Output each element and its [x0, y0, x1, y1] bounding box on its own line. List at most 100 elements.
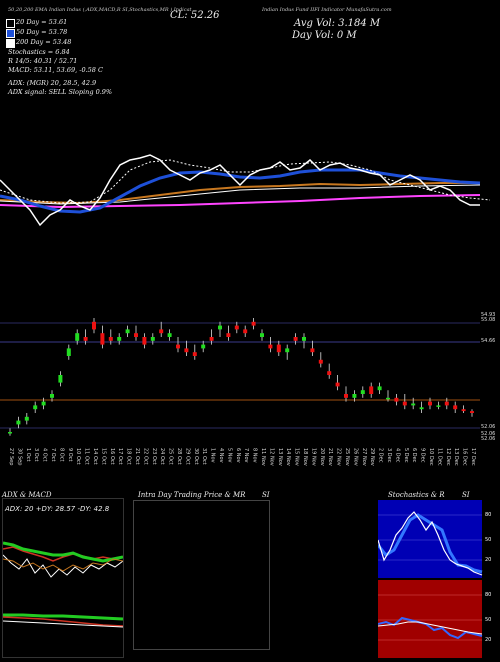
date-tick-label: 4 Oct — [42, 448, 48, 461]
price-label-bottom-1: 52.06 — [481, 431, 495, 437]
ema200-white-line — [0, 184, 481, 205]
date-tick-label: 12 Dec — [445, 448, 451, 466]
candle-down — [327, 371, 332, 375]
adx-values: ADX: 20 +DY: 28.57 -DY: 42.8 — [4, 505, 110, 513]
candle-up — [33, 405, 38, 410]
candle-down — [176, 344, 180, 349]
ema200-swatch — [6, 39, 15, 48]
day-volume: Day Vol: 0 M — [292, 30, 357, 41]
date-tick-label: 11 Nov — [260, 448, 266, 466]
main-chart: 54.93 55.08 54.66 52.06 52.06 52.06 27 S… — [0, 154, 495, 466]
chart-header-left: 50,20,200 EMA Indian Indus (,ADX,MACD,R … — [8, 7, 192, 13]
date-tick-label: 8 Oct — [58, 448, 64, 461]
macd-green-line — [3, 613, 124, 621]
candle-up — [352, 394, 357, 398]
dotted-white-line — [0, 159, 491, 204]
candle-down — [100, 333, 105, 345]
date-tick-label: 22 Nov — [336, 448, 342, 466]
date-tick-label: 7 Nov — [243, 448, 249, 463]
date-tick-label: 17 Oct — [117, 448, 123, 465]
date-tick-label: 17 Dec — [470, 448, 476, 466]
stoch-blue-line — [376, 513, 483, 574]
candle-down — [335, 382, 340, 387]
candle-up — [8, 432, 12, 434]
adx-green-line — [2, 541, 124, 563]
date-tick-label: 14 Oct — [92, 448, 98, 465]
date-tick-label: 13 Nov — [277, 448, 283, 466]
candle-down — [243, 329, 248, 334]
candle-down — [142, 337, 147, 345]
candle-down — [444, 401, 449, 406]
avg-volume: Avg Vol: 3.184 M — [294, 18, 381, 29]
date-tick-label: 4 Dec — [394, 448, 400, 463]
ema50-label: 50 Day = 53.78 — [16, 28, 68, 36]
ema-lines — [0, 154, 491, 227]
date-tick-label: 29 Oct — [184, 448, 190, 465]
ema50-line — [0, 168, 481, 214]
date-tick-label: 18 Oct — [126, 448, 132, 465]
date-axis: 27 Sep 30 Sep 1 Oct 3 Oct 4 Oct 7 Oct 8 Oct 9 O… — [8, 448, 476, 466]
candle-down — [83, 337, 88, 341]
stochastics-panel: 80 50 20 — [376, 500, 498, 578]
candle-down — [184, 348, 189, 353]
date-tick-label: 15 Oct — [100, 448, 106, 465]
date-tick-label: 9 Oct — [67, 448, 73, 461]
date-tick-label: 8 Nov — [252, 448, 258, 463]
intra-day-panel — [133, 500, 270, 650]
candle-up — [117, 337, 122, 341]
date-tick-label: 27 Nov — [361, 448, 367, 466]
date-tick-label: 21 Nov — [327, 448, 333, 466]
candle-up — [167, 333, 172, 337]
candle-up — [50, 394, 54, 398]
date-tick-label: 11 Oct — [84, 448, 90, 465]
candle-down — [428, 401, 432, 406]
price-label-mid: 54.66 — [481, 338, 495, 344]
candle-up — [285, 348, 290, 353]
candle-down — [293, 337, 298, 341]
candle-up — [302, 337, 306, 341]
candle-down — [276, 344, 281, 353]
rsi-axis-80: 80 — [485, 592, 491, 598]
stoch-white-line — [377, 511, 483, 576]
rsi-axis-50: 50 — [485, 617, 491, 623]
macd-label: MACD: 53.11, 53.69, -0.58 C — [8, 66, 103, 74]
date-tick-label: 28 Oct — [176, 448, 182, 465]
candle-down — [134, 333, 138, 337]
candle-down — [369, 386, 374, 394]
adx-label: ADX: (MGR) 20, 28.5, 42.9 — [8, 79, 97, 87]
candle-down — [209, 337, 214, 341]
date-tick-label: 1 Oct — [25, 448, 31, 461]
date-tick-label: 24 Oct — [159, 448, 165, 465]
date-tick-label: 14 Nov — [285, 448, 291, 466]
candle-up — [41, 401, 46, 406]
candle-down — [234, 325, 239, 330]
date-tick-label: 19 Nov — [310, 448, 316, 466]
date-tick-label: 11 Dec — [436, 448, 442, 466]
date-tick-label: 27 Sep — [8, 448, 14, 465]
ema20-label: 20 Day = 53.61 — [16, 18, 68, 26]
candle-up — [411, 403, 416, 406]
close-price: CL: 52.26 — [170, 10, 220, 21]
date-tick-label: 5 Dec — [403, 448, 409, 463]
candle-up — [386, 397, 390, 400]
rsi-plot: 80 50 20 — [377, 580, 491, 658]
price-label-top-1: 54.93 — [481, 312, 495, 318]
candle-down — [310, 348, 315, 353]
rsi-axis-20: 20 — [485, 637, 491, 643]
candle-down — [251, 321, 256, 326]
candle-up — [419, 407, 424, 410]
date-tick-label: 26 Nov — [352, 448, 358, 466]
date-tick-label: 5 Nov — [226, 448, 232, 463]
candle-up — [58, 375, 63, 383]
date-tick-label: 18 Nov — [302, 448, 308, 466]
date-tick-label: 22 Oct — [142, 448, 148, 465]
adx-panel: ADX: 20 +DY: 28.57 -DY: 42.8 — [2, 498, 124, 658]
date-tick-label: 25 Nov — [344, 448, 350, 466]
candle-up — [16, 420, 21, 425]
date-tick-label: 6 Dec — [411, 448, 417, 463]
adx-panel-title: ADX & MACD — [2, 491, 52, 499]
adx-orange-line — [2, 558, 124, 572]
candle-down — [159, 329, 164, 334]
date-tick-label: 30 Sep — [16, 448, 22, 465]
date-tick-label: 29 Nov — [369, 448, 375, 466]
